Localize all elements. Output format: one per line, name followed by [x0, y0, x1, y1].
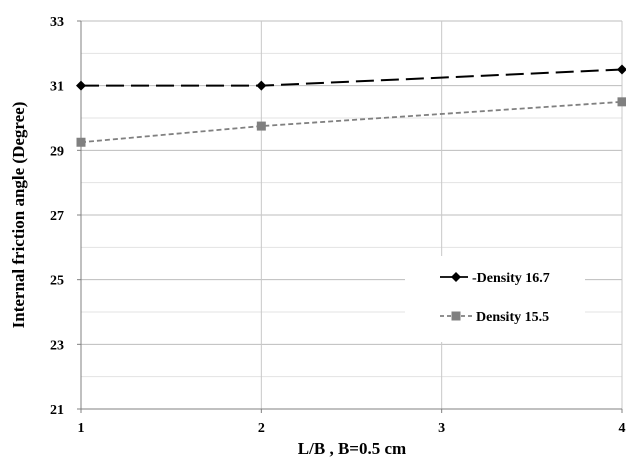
- x-tick-label: 1: [78, 421, 85, 436]
- x-tick-label: 4: [619, 421, 626, 436]
- data-point: [76, 80, 86, 91]
- y-tick-label: 25: [50, 274, 64, 289]
- series-group: [76, 64, 626, 147]
- legend-box: [405, 256, 585, 342]
- y-tick-label: 33: [50, 15, 64, 30]
- y-tick-label: 23: [50, 338, 64, 353]
- legend-label: -Density 16.7: [472, 271, 550, 286]
- x-axis-title: L/B , B=0.5 cm: [298, 439, 406, 458]
- data-point: [256, 80, 267, 91]
- series-line: [80, 100, 623, 144]
- x-tick-label: 3: [438, 421, 445, 436]
- series-2: [76, 97, 626, 147]
- data-point: [76, 137, 86, 147]
- y-tick-label: 29: [50, 144, 64, 159]
- x-tick-label: 2: [258, 421, 265, 436]
- data-point: [617, 97, 626, 107]
- legend-marker: [451, 311, 461, 321]
- legend-label: Density 15.5: [476, 310, 549, 325]
- y-tick-label: 21: [50, 403, 64, 418]
- y-axis-title: Internal friction angle (Degree): [9, 102, 28, 329]
- data-point: [256, 121, 266, 131]
- legend-marker: [451, 272, 461, 282]
- series-1: [76, 64, 626, 91]
- legend: -Density 16.7 Density 15.5: [405, 256, 585, 342]
- y-tick-label: 31: [50, 80, 64, 95]
- y-tick-label: 27: [50, 209, 64, 224]
- data-point: [617, 64, 626, 75]
